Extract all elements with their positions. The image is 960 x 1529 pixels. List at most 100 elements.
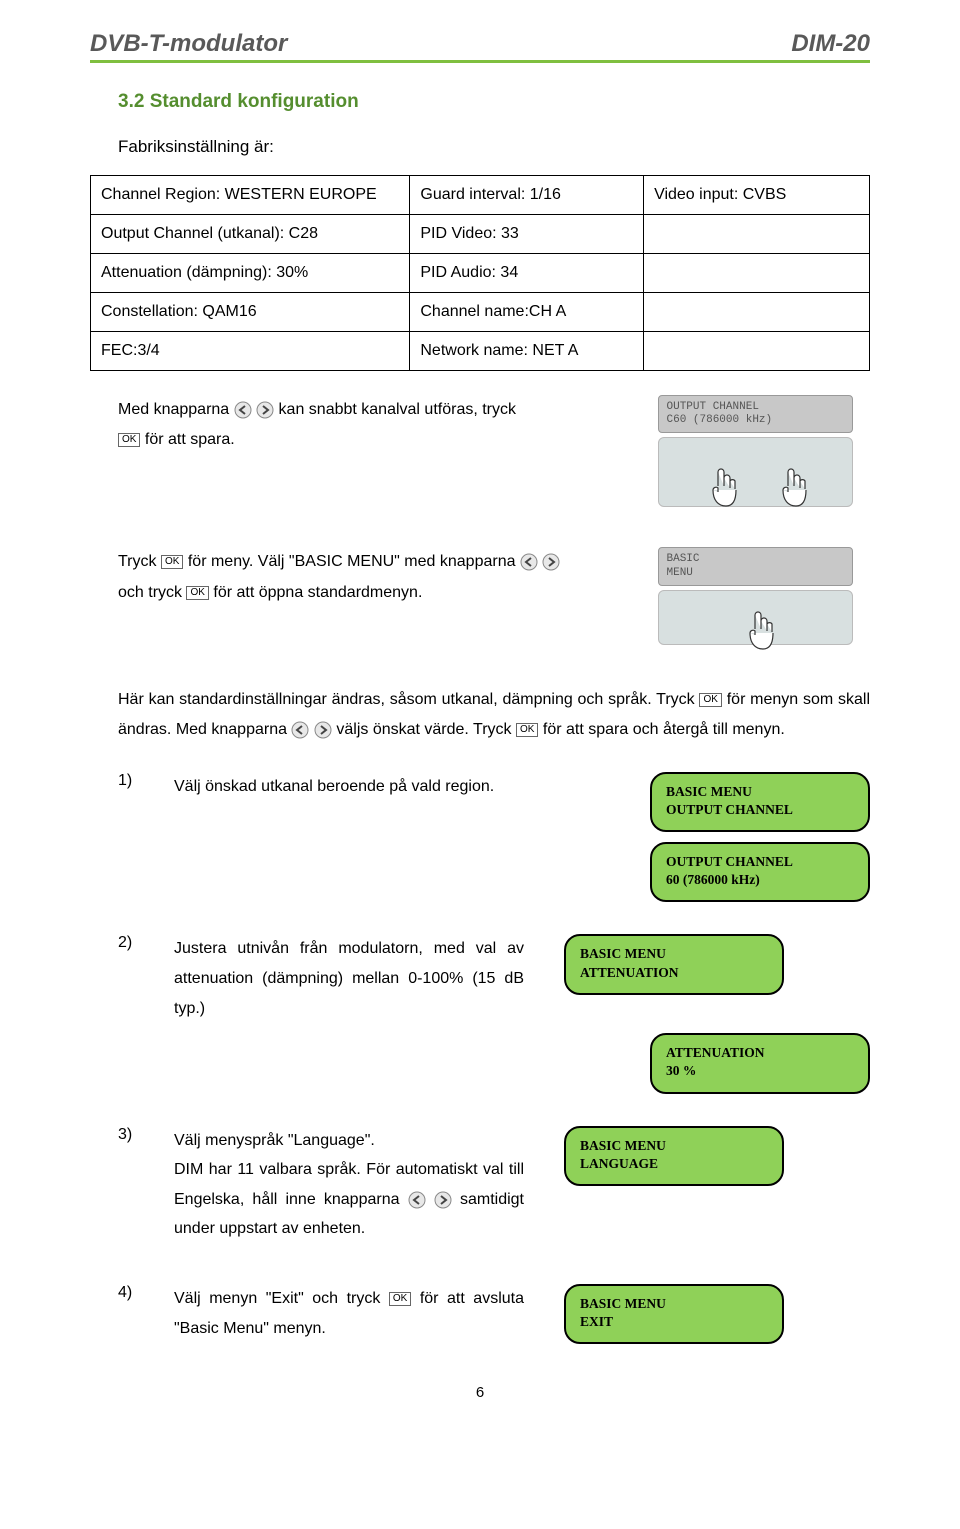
step-2: 2) Justera utnivån från modulatorn, med … bbox=[118, 934, 870, 1023]
left-arrow-icon bbox=[520, 553, 538, 571]
menu-line: 60 (786000 kHz) bbox=[666, 871, 854, 889]
right-arrow-icon bbox=[542, 553, 560, 571]
step-text: Välj menyspråk "Language". DIM har 11 va… bbox=[174, 1126, 534, 1244]
lcd-line: BASIC bbox=[667, 553, 844, 566]
table-row: Output Channel (utkanal): C28 PID Video:… bbox=[91, 215, 870, 254]
table-row: Constellation: QAM16 Channel name:CH A bbox=[91, 293, 870, 332]
page: DVB-T-modulator DIM-20 3.2 Standard konf… bbox=[0, 0, 960, 1441]
table-cell: Video input: CVBS bbox=[644, 176, 870, 215]
text: väljs önskat värde. Tryck bbox=[336, 721, 516, 738]
paragraph-1: Med knapparna kan snabbt kanalval utföra… bbox=[118, 395, 640, 456]
step-number: 4) bbox=[118, 1284, 144, 1344]
panel-face bbox=[658, 437, 853, 507]
step-number: 2) bbox=[118, 934, 144, 1023]
table-cell: Guard interval: 1/16 bbox=[410, 176, 644, 215]
table-cell: Channel Region: WESTERN EUROPE bbox=[91, 176, 410, 215]
step-text: Justera utnivån från modulatorn, med val… bbox=[174, 934, 534, 1023]
page-number: 6 bbox=[90, 1384, 870, 1401]
menu-box: BASIC MENU OUTPUT CHANNEL bbox=[650, 772, 870, 832]
step-number: 1) bbox=[118, 772, 144, 832]
step-1: 1) Välj önskad utkanal beroende på vald … bbox=[118, 772, 870, 832]
menu-extra-1: OUTPUT CHANNEL 60 (786000 kHz) bbox=[118, 842, 870, 902]
table-cell: Constellation: QAM16 bbox=[91, 293, 410, 332]
paragraph-2: Tryck OK för meny. Välj "BASIC MENU" med… bbox=[118, 547, 640, 608]
lcd-display: OUTPUT CHANNEL C60 (786000 kHz) bbox=[658, 395, 853, 433]
text: Välj menyspråk "Language". bbox=[174, 1132, 375, 1149]
section-subtitle: Fabriksinställning är: bbox=[118, 137, 870, 157]
paragraph-with-device-2: Tryck OK för meny. Välj "BASIC MENU" med… bbox=[90, 547, 870, 644]
menu-extra-2: ATTENUATION 30 % bbox=[118, 1033, 870, 1093]
menu-line: BASIC MENU bbox=[666, 783, 854, 801]
text: för meny. Välj "BASIC MENU" med knapparn… bbox=[188, 553, 520, 570]
menu-box: BASIC MENU LANGUAGE bbox=[564, 1126, 784, 1186]
menu-line: OUTPUT CHANNEL bbox=[666, 801, 854, 819]
table-cell: Output Channel (utkanal): C28 bbox=[91, 215, 410, 254]
header-right: DIM-20 bbox=[791, 30, 870, 58]
left-arrow-icon bbox=[291, 721, 309, 739]
ok-button-icon: OK bbox=[389, 1292, 411, 1306]
menu-line: ATTENUATION bbox=[580, 964, 768, 982]
left-arrow-icon bbox=[408, 1191, 426, 1209]
table-cell: PID Video: 33 bbox=[410, 215, 644, 254]
text: för att öppna standardmenyn. bbox=[213, 584, 422, 601]
step-4: 4) Välj menyn "Exit" och tryck OK för at… bbox=[118, 1284, 870, 1344]
step-number: 3) bbox=[118, 1126, 144, 1244]
menu-line: BASIC MENU bbox=[580, 1295, 768, 1313]
device-panel-2: BASIC MENU bbox=[658, 547, 853, 644]
text: och tryck bbox=[118, 584, 186, 601]
text: för att spara och återgå till menyn. bbox=[543, 721, 785, 738]
ok-button-icon: OK bbox=[186, 586, 208, 600]
device-panel-1: OUTPUT CHANNEL C60 (786000 kHz) bbox=[658, 395, 853, 507]
lcd-display: BASIC MENU bbox=[658, 547, 853, 585]
table-cell bbox=[644, 215, 870, 254]
table-row: Attenuation (dämpning): 30% PID Audio: 3… bbox=[91, 254, 870, 293]
lcd-line: MENU bbox=[667, 567, 844, 580]
ok-button-icon: OK bbox=[161, 555, 183, 569]
menu-line: OUTPUT CHANNEL bbox=[666, 853, 854, 871]
table-cell bbox=[644, 293, 870, 332]
text: Med knapparna bbox=[118, 401, 234, 418]
step-text: Välj önskad utkanal beroende på vald reg… bbox=[174, 772, 620, 832]
text: kan snabbt kanalval utföras, tryck bbox=[279, 401, 516, 418]
table-cell: PID Audio: 34 bbox=[410, 254, 644, 293]
text: Här kan standardinställningar ändras, så… bbox=[118, 691, 699, 708]
config-table: Channel Region: WESTERN EUROPE Guard int… bbox=[90, 175, 870, 371]
menu-box: BASIC MENU EXIT bbox=[564, 1284, 784, 1344]
menu-box: BASIC MENU ATTENUATION bbox=[564, 934, 784, 994]
paragraph-with-device-1: Med knapparna kan snabbt kanalval utföra… bbox=[90, 395, 870, 507]
ok-button-icon: OK bbox=[699, 693, 721, 707]
menu-line: BASIC MENU bbox=[580, 945, 768, 963]
right-arrow-icon bbox=[434, 1191, 452, 1209]
right-arrow-icon bbox=[314, 721, 332, 739]
text: för att spara. bbox=[145, 431, 235, 448]
lcd-line: C60 (786000 kHz) bbox=[667, 414, 844, 427]
menu-line: LANGUAGE bbox=[580, 1155, 768, 1173]
lcd-line: OUTPUT CHANNEL bbox=[667, 401, 844, 414]
menu-line: EXIT bbox=[580, 1313, 768, 1331]
table-row: Channel Region: WESTERN EUROPE Guard int… bbox=[91, 176, 870, 215]
page-header: DVB-T-modulator DIM-20 bbox=[90, 30, 870, 63]
right-arrow-icon bbox=[256, 401, 274, 419]
panel-face bbox=[658, 590, 853, 645]
left-arrow-icon bbox=[234, 401, 252, 419]
menu-line: 30 % bbox=[666, 1062, 854, 1080]
section-title: 3.2 Standard konfiguration bbox=[118, 91, 870, 113]
ok-button-icon: OK bbox=[516, 723, 538, 737]
table-cell: Attenuation (dämpning): 30% bbox=[91, 254, 410, 293]
step-3: 3) Välj menyspråk "Language". DIM har 11… bbox=[118, 1126, 870, 1244]
hand-icon bbox=[741, 609, 777, 653]
hand-icon bbox=[704, 466, 740, 510]
hand-icon bbox=[774, 466, 810, 510]
step-text: Välj menyn "Exit" och tryck OK för att a… bbox=[174, 1284, 534, 1344]
text: Välj menyn "Exit" och tryck bbox=[174, 1290, 389, 1307]
header-left: DVB-T-modulator bbox=[90, 30, 287, 58]
menu-box: OUTPUT CHANNEL 60 (786000 kHz) bbox=[650, 842, 870, 902]
table-cell: Channel name:CH A bbox=[410, 293, 644, 332]
table-cell bbox=[644, 332, 870, 371]
text: Tryck bbox=[118, 553, 161, 570]
table-cell bbox=[644, 254, 870, 293]
table-cell: FEC:3/4 bbox=[91, 332, 410, 371]
ok-button-icon: OK bbox=[118, 433, 140, 447]
menu-box: ATTENUATION 30 % bbox=[650, 1033, 870, 1093]
menu-line: ATTENUATION bbox=[666, 1044, 854, 1062]
